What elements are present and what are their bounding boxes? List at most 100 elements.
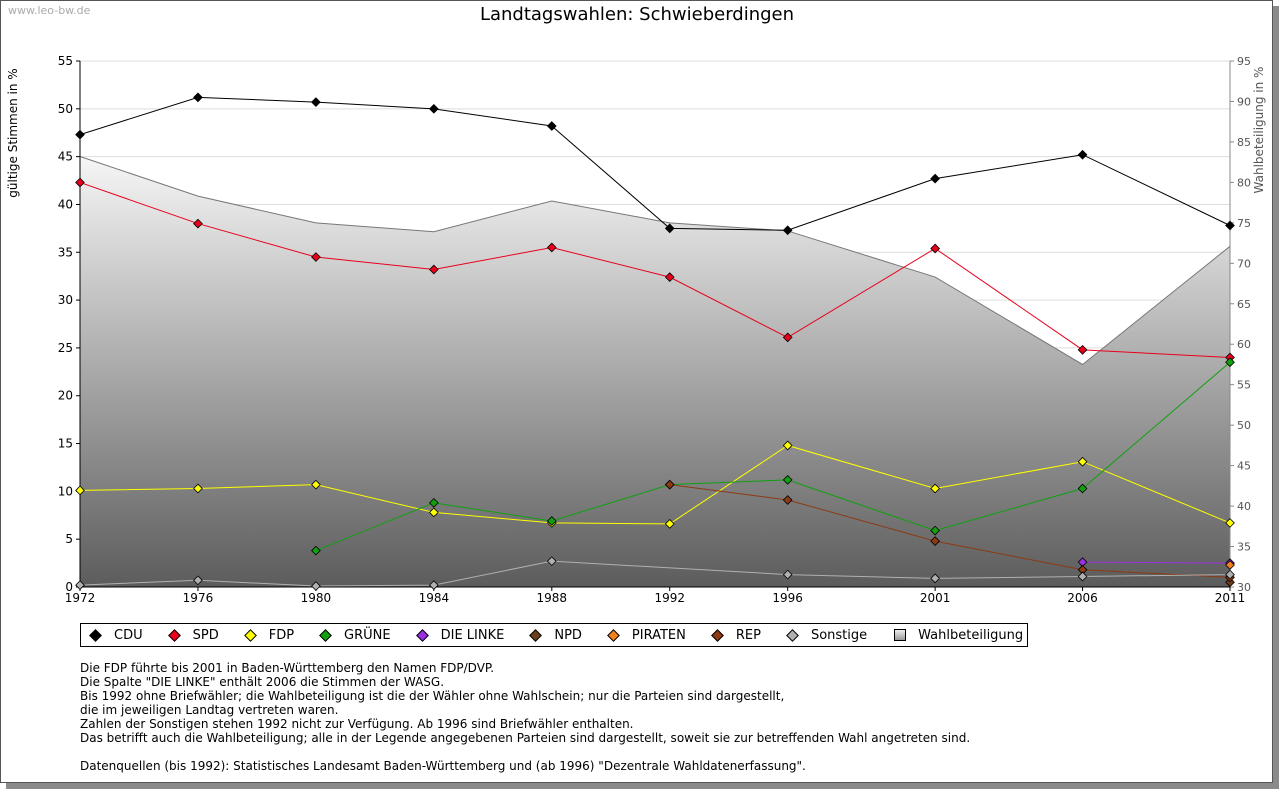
legend-swatch-diamond xyxy=(786,628,799,642)
line-chart: Landtagswahlen: Schwieberdingen 0 5 10 15 20… xyxy=(6,4,1266,605)
y-tick-label: 50 xyxy=(58,102,73,116)
y2-tick-label: 90 xyxy=(1237,95,1251,108)
legend-label: Sonstige xyxy=(810,627,868,643)
y2-tick-label: 40 xyxy=(1237,500,1251,513)
y-tick-label: 10 xyxy=(58,484,73,498)
series-markers xyxy=(75,92,1235,591)
data-point-cdu xyxy=(75,129,85,140)
y-tick-label: 45 xyxy=(58,150,73,164)
legend-swatch-diamond xyxy=(529,628,543,642)
data-point-spd xyxy=(428,264,439,275)
data-point-cdu xyxy=(930,173,940,184)
series-line-die-linke xyxy=(1082,561,1231,564)
series-line-cdu xyxy=(79,96,1231,231)
legend-label: PIRATEN xyxy=(631,627,686,643)
y2-tick-label: 30 xyxy=(1237,581,1251,594)
data-point-piraten xyxy=(1225,560,1235,570)
data-point-fdp xyxy=(193,483,203,494)
data-source: Datenquellen (bis 1992): Statistisches L… xyxy=(80,759,806,773)
legend-label: Wahlbeteiligung xyxy=(918,627,1024,643)
legend-item: Sonstige xyxy=(786,627,868,643)
x-tick-label: 1980 xyxy=(301,591,332,605)
x-tick-label: 2006 xyxy=(1067,591,1098,605)
legend-item: SPD xyxy=(167,627,219,643)
y2-tick-label: 65 xyxy=(1237,298,1251,311)
data-point-sonstige xyxy=(930,573,940,584)
data-point-sonstige xyxy=(193,575,203,586)
data-point-cdu xyxy=(428,103,439,114)
data-point-sonstige xyxy=(428,580,439,590)
data-point-spd xyxy=(1077,344,1088,355)
data-point-fdp xyxy=(75,485,85,496)
data-point-sonstige xyxy=(311,581,321,591)
legend-label: DIE LINKE xyxy=(440,627,505,643)
legend-swatch-box xyxy=(894,629,907,641)
watermark: www.leo-bw.de xyxy=(8,4,91,17)
y2-tick-label: 80 xyxy=(1237,176,1251,189)
data-point-grüne xyxy=(1225,357,1235,368)
data-point-fdp xyxy=(782,440,793,451)
data-point-cdu xyxy=(311,97,321,107)
data-point-cdu xyxy=(782,225,793,236)
legend-label: REP xyxy=(735,627,761,643)
note-line: Bis 1992 ohne Briefwähler; die Wahlbetei… xyxy=(80,689,785,703)
y2-tick-label: 70 xyxy=(1237,257,1251,270)
data-point-cdu xyxy=(1077,149,1088,160)
data-point-grüne xyxy=(546,516,557,526)
x-tick-label: 1996 xyxy=(772,591,803,605)
axes: 0 5 10 15 20 25 30 35 40 45 50 55 30 35 40 45 50 55 60 65 70… xyxy=(58,54,1251,605)
chart-legend: CDU SPD FDP GRÜNE DIE LINKE NPD PIRATEN REP Sons… xyxy=(80,623,1028,647)
legend-item: Wahlbeteiligung xyxy=(894,628,1023,643)
data-point-grüne xyxy=(930,525,940,536)
data-point-fdp xyxy=(1077,456,1088,467)
note-line: Die FDP führte bis 2001 in Baden-Württem… xyxy=(80,661,495,675)
data-point-grüne xyxy=(782,475,793,485)
y-tick-label: 20 xyxy=(58,389,73,403)
y2-tick-label: 95 xyxy=(1237,55,1251,68)
y-tick-label: 25 xyxy=(58,341,73,355)
x-tick-label: 2011 xyxy=(1215,591,1246,605)
data-point-grüne xyxy=(311,545,321,556)
frame-shadow-bottom xyxy=(6,783,1279,789)
data-point-fdp xyxy=(664,519,675,529)
y-tick-label: 5 xyxy=(65,532,73,546)
legend-label: SPD xyxy=(192,627,219,643)
data-point-grüne xyxy=(1077,483,1088,494)
data-point-rep xyxy=(664,479,675,490)
legend-swatch-diamond xyxy=(243,628,257,642)
x-tick-label: 1988 xyxy=(537,591,568,605)
data-point-rep xyxy=(930,536,940,546)
data-point-rep xyxy=(782,495,793,505)
y2-tick-label: 50 xyxy=(1237,419,1251,432)
data-point-cdu xyxy=(1225,220,1235,231)
legend-item: CDU xyxy=(89,627,143,643)
y2-axis-label: Wahlbeteiligung in % xyxy=(1252,67,1266,194)
legend-swatch-diamond xyxy=(89,628,102,642)
data-point-grüne xyxy=(428,497,439,508)
turnout-area-fill xyxy=(80,156,1230,587)
data-point-cdu xyxy=(546,121,557,131)
data-point-sonstige xyxy=(1225,569,1235,580)
y2-tick-label: 85 xyxy=(1237,136,1251,149)
x-tick-label: 1972 xyxy=(65,591,96,605)
x-tick-label: 1984 xyxy=(419,591,450,605)
note-line: Zahlen der Sonstigen stehen 1992 nicht z… xyxy=(80,717,634,731)
legend-swatch-diamond xyxy=(607,628,620,642)
data-point-sonstige xyxy=(1077,571,1088,582)
chart-title: Landtagswahlen: Schwieberdingen xyxy=(480,4,794,25)
note-line: Die Spalte "DIE LINKE" enthält 2006 die … xyxy=(80,675,445,689)
data-point-sonstige xyxy=(546,556,557,567)
data-point-spd xyxy=(782,332,793,343)
legend-item: DIE LINKE xyxy=(415,627,505,643)
y2-tick-label: 75 xyxy=(1237,217,1251,230)
data-point-spd xyxy=(664,272,675,283)
footnotes: Die FDP führte bis 2001 in Baden-Württem… xyxy=(80,661,970,773)
data-point-fdp xyxy=(311,479,321,490)
frame-shadow-right xyxy=(1273,6,1279,789)
series-line-spd xyxy=(79,181,1231,358)
data-point-fdp xyxy=(428,507,439,518)
series-line-fdp xyxy=(79,444,1231,525)
data-point-sonstige xyxy=(75,580,85,590)
series-line-grüne xyxy=(315,361,1231,552)
legend-label: CDU xyxy=(114,627,143,643)
